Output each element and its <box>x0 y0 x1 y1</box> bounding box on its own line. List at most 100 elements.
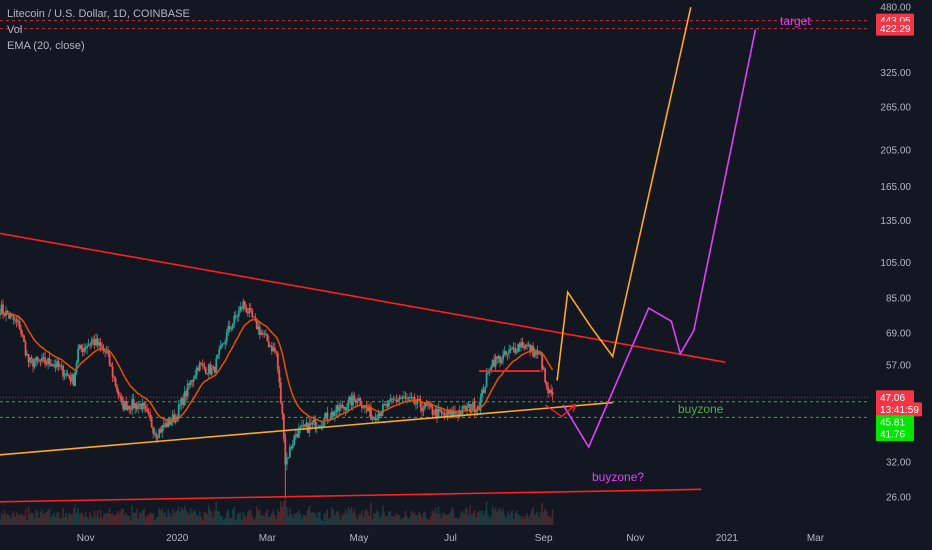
candle[interactable] <box>249 308 252 311</box>
candle[interactable] <box>371 417 374 420</box>
candle[interactable] <box>288 447 291 458</box>
candle[interactable] <box>14 319 16 321</box>
candle[interactable] <box>293 435 296 445</box>
candle[interactable] <box>221 343 224 346</box>
candle[interactable] <box>508 349 510 353</box>
candle[interactable] <box>427 405 429 407</box>
candle[interactable] <box>291 444 294 449</box>
candle[interactable] <box>302 424 305 426</box>
candle[interactable] <box>120 396 123 401</box>
candle[interactable] <box>342 407 345 409</box>
candle[interactable] <box>68 375 70 378</box>
candle[interactable] <box>545 381 548 387</box>
candle[interactable] <box>248 308 251 314</box>
candle[interactable] <box>349 396 351 400</box>
candle[interactable] <box>336 405 339 411</box>
candle[interactable] <box>203 364 206 368</box>
candle[interactable] <box>484 386 486 393</box>
candle[interactable] <box>272 347 275 352</box>
candle[interactable] <box>398 397 401 400</box>
candle[interactable] <box>475 410 477 413</box>
candle[interactable] <box>467 403 470 407</box>
candle[interactable] <box>162 425 165 427</box>
candle[interactable] <box>518 344 521 348</box>
candle[interactable] <box>401 397 404 399</box>
candle[interactable] <box>542 368 545 370</box>
candle[interactable] <box>242 301 245 309</box>
candle[interactable] <box>86 346 89 349</box>
candle[interactable] <box>209 364 212 375</box>
candle[interactable] <box>23 335 25 342</box>
candle[interactable] <box>159 429 162 433</box>
candle[interactable] <box>126 405 129 410</box>
candle[interactable] <box>326 412 329 421</box>
candle[interactable] <box>400 397 402 399</box>
candle[interactable] <box>258 326 261 335</box>
candle[interactable] <box>367 408 369 411</box>
candle[interactable] <box>356 400 359 403</box>
candle[interactable] <box>473 401 476 413</box>
candle[interactable] <box>530 345 533 353</box>
candle[interactable] <box>39 360 42 362</box>
candle[interactable] <box>294 434 297 436</box>
candle[interactable] <box>80 344 82 349</box>
candle[interactable] <box>260 332 263 335</box>
candle[interactable] <box>321 425 324 427</box>
candle[interactable] <box>245 307 248 313</box>
candle[interactable] <box>152 427 155 434</box>
candle[interactable] <box>457 413 459 416</box>
candle[interactable] <box>493 360 495 367</box>
candle[interactable] <box>377 413 380 420</box>
red-down-arrow[interactable] <box>544 404 576 418</box>
candle[interactable] <box>252 316 255 318</box>
candle[interactable] <box>312 419 315 423</box>
candle[interactable] <box>134 403 137 409</box>
candle[interactable] <box>264 333 267 335</box>
candle[interactable] <box>379 413 381 417</box>
candle[interactable] <box>415 403 417 405</box>
candle[interactable] <box>463 405 465 407</box>
candle[interactable] <box>144 406 147 409</box>
candle[interactable] <box>281 403 284 415</box>
candle[interactable] <box>409 396 411 399</box>
candle[interactable] <box>341 404 344 409</box>
candle[interactable] <box>494 356 497 367</box>
candle[interactable] <box>404 396 407 398</box>
candle[interactable] <box>436 408 438 418</box>
candle[interactable] <box>431 406 434 415</box>
candle[interactable] <box>237 310 240 317</box>
candle[interactable] <box>481 389 483 398</box>
candle[interactable] <box>183 391 186 406</box>
candle[interactable] <box>156 437 159 439</box>
candle[interactable] <box>72 374 75 386</box>
candle[interactable] <box>333 412 336 416</box>
candle[interactable] <box>81 348 84 352</box>
candle[interactable] <box>386 403 389 407</box>
candle[interactable] <box>521 342 524 348</box>
candle[interactable] <box>186 383 189 397</box>
time-axis[interactable]: Nov 2020 Mar May Jul Sep Nov 2021 Mar <box>77 533 825 544</box>
candle[interactable] <box>213 366 216 373</box>
candle[interactable] <box>108 353 111 366</box>
candle[interactable] <box>42 357 45 359</box>
candle[interactable] <box>380 413 383 417</box>
candle[interactable] <box>512 347 515 349</box>
candle[interactable] <box>177 404 180 419</box>
candle[interactable] <box>119 395 122 397</box>
candle[interactable] <box>74 372 76 386</box>
candle[interactable] <box>93 339 96 346</box>
candle[interactable] <box>192 378 195 382</box>
candle[interactable] <box>388 400 390 407</box>
candle[interactable] <box>410 396 413 398</box>
candle[interactable] <box>150 418 153 428</box>
candle[interactable] <box>309 423 312 425</box>
candle[interactable] <box>107 351 110 354</box>
candle[interactable] <box>263 333 266 335</box>
candle[interactable] <box>135 403 138 410</box>
candle[interactable] <box>446 411 449 417</box>
candle[interactable] <box>330 411 333 419</box>
candle[interactable] <box>505 351 507 355</box>
candle[interactable] <box>407 398 410 399</box>
candle[interactable] <box>490 366 492 372</box>
candle[interactable] <box>212 366 215 369</box>
